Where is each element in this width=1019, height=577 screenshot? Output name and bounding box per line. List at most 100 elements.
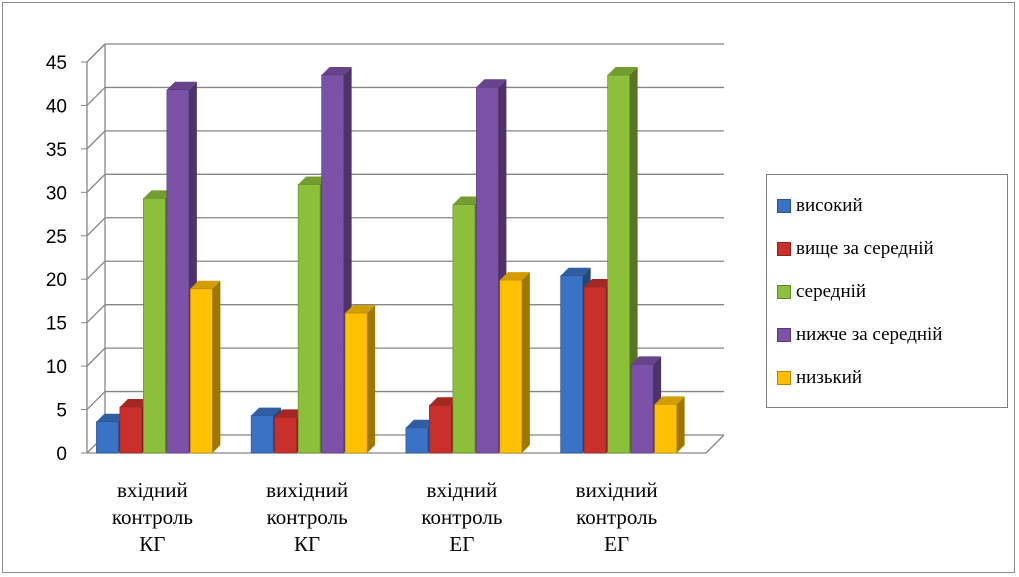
bar-3-4 xyxy=(654,396,685,454)
bar-top xyxy=(499,272,530,281)
y-tick-label: 10 xyxy=(46,357,67,378)
gridline-depth xyxy=(86,260,106,280)
gridline-depth xyxy=(86,347,106,367)
legend-item-series-1: вище за середній xyxy=(777,238,934,260)
x-category-label: контроль xyxy=(576,505,657,529)
y-tick-label: 45 xyxy=(46,53,67,74)
legend-swatch-series-2 xyxy=(777,285,791,299)
bar-side xyxy=(367,305,376,453)
y-tick-label: 25 xyxy=(46,227,67,248)
gridline-depth xyxy=(86,86,106,106)
bar-front xyxy=(96,421,119,454)
x-category-label: ЕГ xyxy=(604,532,629,556)
bar-front xyxy=(321,74,344,454)
x-category-label: КГ xyxy=(294,532,320,556)
bar-0-4 xyxy=(190,280,221,454)
bar-front xyxy=(583,286,607,454)
bar-2-4 xyxy=(499,272,530,454)
legend-label-series-2: середній xyxy=(796,281,867,302)
bar-top xyxy=(298,176,329,185)
bar-top xyxy=(560,267,591,276)
gridline-depth xyxy=(86,173,106,193)
legend-swatch-series-4 xyxy=(777,371,791,385)
x-category-label: контроль xyxy=(112,505,193,529)
y-tick-label: 5 xyxy=(56,401,67,422)
y-tick-label: 0 xyxy=(56,444,67,465)
bar-top xyxy=(119,398,150,407)
bar-top xyxy=(607,67,638,76)
x-category-label: КГ xyxy=(139,532,165,556)
bar-top xyxy=(654,396,685,405)
bar-front xyxy=(190,288,213,454)
bar-side xyxy=(521,272,530,453)
x-category-label: вхідний xyxy=(427,478,498,502)
bar-1-4 xyxy=(344,305,376,454)
legend-label-series-4: низький xyxy=(796,367,863,388)
x-category-label: контроль xyxy=(421,505,502,529)
bar-top xyxy=(190,280,221,289)
bar-side xyxy=(629,67,638,454)
legend-swatch-series-3 xyxy=(777,328,791,342)
legend: високий вище за середній середній нижче … xyxy=(766,174,1008,408)
y-tick-label: 30 xyxy=(46,183,67,204)
bar-front xyxy=(166,89,190,454)
bar-front xyxy=(476,86,499,454)
bar-top xyxy=(476,79,507,88)
y-tick-label: 35 xyxy=(46,140,67,161)
legend-item-series-0: високий xyxy=(777,195,863,217)
bar-front xyxy=(630,364,654,454)
bar-front xyxy=(119,406,143,454)
bar-top xyxy=(584,279,615,288)
x-category-label: контроль xyxy=(267,505,348,529)
bar-0-3 xyxy=(166,81,197,454)
bar-top xyxy=(345,305,376,314)
gridline-depth xyxy=(86,217,106,237)
x-category-label: вихідний xyxy=(576,478,658,502)
bar-front xyxy=(560,275,583,454)
bar-top xyxy=(166,81,197,90)
bar-side xyxy=(676,396,685,453)
bar-front xyxy=(499,279,523,454)
bar-top xyxy=(96,413,127,422)
gridline-depth xyxy=(86,130,106,150)
floor-right-edge xyxy=(705,434,725,454)
bar-front xyxy=(143,198,166,454)
bar-front xyxy=(654,404,677,454)
bar-front xyxy=(607,74,630,454)
y-tick-label: 40 xyxy=(46,96,67,117)
bar-top xyxy=(429,397,460,406)
bar-top xyxy=(631,356,662,365)
legend-swatch-series-0 xyxy=(777,199,791,213)
legend-label-series-1: вище за середній xyxy=(796,238,934,259)
bar-top xyxy=(251,407,282,416)
bar-top xyxy=(274,409,305,418)
bar-3-2 xyxy=(607,67,638,454)
legend-label-series-0: високий xyxy=(796,195,863,216)
y-tick-label: 20 xyxy=(46,270,67,291)
bar-front xyxy=(344,312,368,454)
bar-front xyxy=(274,417,297,454)
x-category-label: ЕГ xyxy=(449,532,474,556)
x-category-label: вихідний xyxy=(266,478,348,502)
y-tick-label: 15 xyxy=(46,314,67,335)
legend-item-series-2: середній xyxy=(777,281,866,303)
bar-front xyxy=(297,184,321,454)
bar-side xyxy=(212,280,221,453)
bar-front xyxy=(405,427,429,454)
gridline-depth xyxy=(86,43,106,63)
legend-swatch-series-1 xyxy=(777,242,791,256)
legend-item-series-3: нижче за середній xyxy=(777,324,942,346)
bar-front xyxy=(452,204,476,454)
bar-front xyxy=(250,415,274,454)
legend-label-series-3: нижче за середній xyxy=(796,324,943,345)
gridline-depth xyxy=(86,304,106,324)
bar-top xyxy=(321,67,352,76)
gridline-depth xyxy=(86,391,106,411)
bar-top xyxy=(452,196,483,205)
bar-top xyxy=(143,190,174,199)
bar-front xyxy=(429,404,452,454)
bar-top xyxy=(405,419,436,428)
x-category-label: вхідний xyxy=(117,478,188,502)
